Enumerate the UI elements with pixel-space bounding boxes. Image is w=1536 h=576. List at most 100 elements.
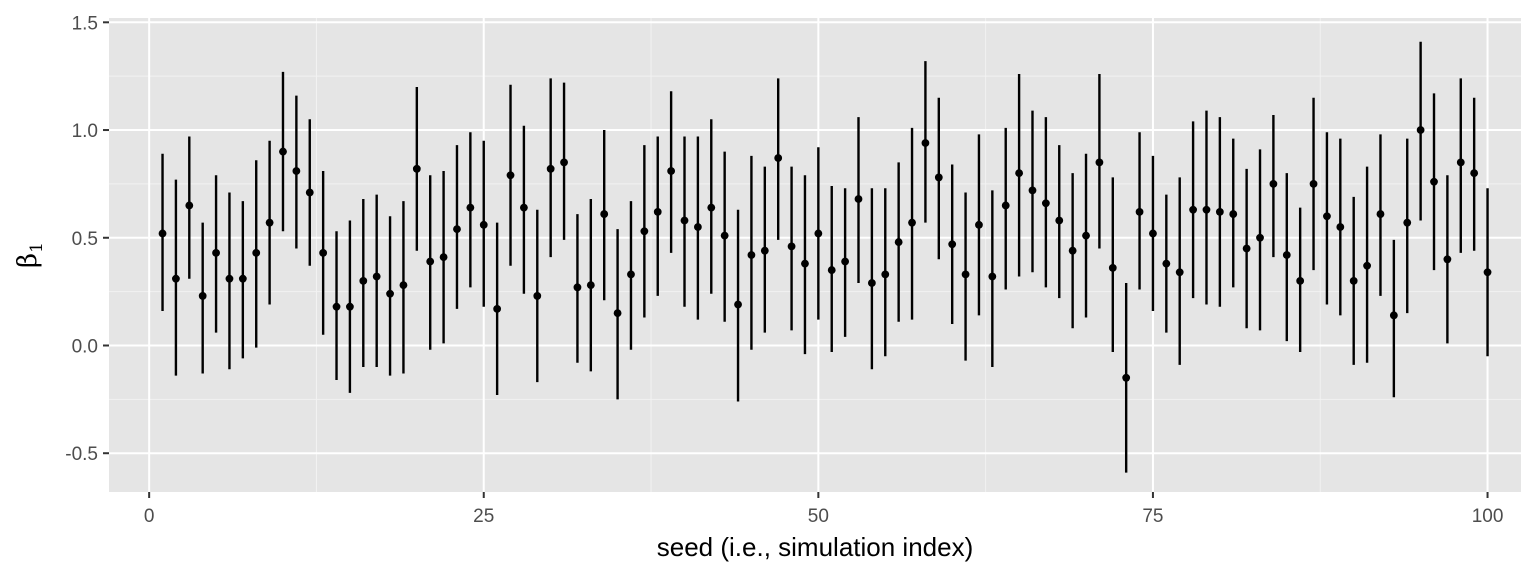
data-point <box>948 240 957 249</box>
data-point <box>493 304 502 313</box>
data-point <box>747 251 756 259</box>
data-point <box>867 279 876 287</box>
data-point <box>734 300 742 309</box>
x-tick-label: 75 <box>1142 506 1163 527</box>
data-point <box>1296 276 1305 285</box>
data-point <box>1470 169 1479 178</box>
data-point <box>1001 201 1010 210</box>
x-tick-label: 25 <box>473 506 494 527</box>
data-point <box>346 302 354 311</box>
data-point <box>1309 180 1318 188</box>
data-point <box>1389 311 1398 320</box>
data-point <box>707 203 716 212</box>
data-point <box>975 220 983 229</box>
data-point <box>279 147 287 156</box>
data-point <box>560 158 568 167</box>
data-point <box>586 281 595 290</box>
data-point <box>1215 208 1224 216</box>
data-point <box>961 270 970 279</box>
data-point <box>814 229 823 238</box>
data-point <box>533 292 542 300</box>
data-point <box>1189 205 1197 214</box>
y-tick-label: 1.0 <box>72 121 98 142</box>
data-point <box>1323 212 1331 221</box>
data-point <box>1149 229 1157 238</box>
data-point <box>466 203 475 212</box>
data-point <box>546 164 555 173</box>
data-point <box>827 266 836 274</box>
data-point <box>1256 233 1264 242</box>
data-point <box>412 164 421 173</box>
x-tick-label: 100 <box>1472 506 1504 527</box>
y-tick-label: -0.5 <box>65 444 98 465</box>
data-point <box>1376 210 1385 218</box>
data-point <box>158 229 167 238</box>
data-point <box>774 154 783 162</box>
y-axis-title-subscript: 1 <box>27 242 47 253</box>
data-point <box>1242 244 1251 253</box>
data-point <box>760 246 769 255</box>
data-point <box>439 253 448 262</box>
data-point <box>720 231 729 240</box>
data-point <box>1202 205 1211 214</box>
x-tick-label: 0 <box>144 506 155 527</box>
data-point <box>1282 251 1291 259</box>
data-point <box>1082 231 1090 240</box>
data-point <box>667 167 676 175</box>
data-point <box>1015 169 1024 178</box>
data-point <box>1430 177 1438 186</box>
data-point <box>332 302 341 311</box>
y-axis-title: β1 <box>13 242 47 268</box>
data-point <box>1443 255 1452 264</box>
data-point <box>1135 208 1144 216</box>
data-point <box>1403 218 1412 227</box>
x-tick-label: 50 <box>808 506 829 527</box>
data-point <box>627 270 635 279</box>
data-point <box>185 201 194 210</box>
data-point <box>854 195 863 203</box>
data-point <box>1483 268 1492 277</box>
data-point <box>921 139 930 147</box>
data-point <box>1068 246 1077 255</box>
y-axis-title-base: β <box>13 253 43 268</box>
data-point <box>908 218 916 227</box>
data-point <box>988 272 997 281</box>
data-point <box>1229 210 1238 218</box>
data-point <box>453 225 461 234</box>
data-point <box>520 203 528 212</box>
data-point <box>319 248 328 257</box>
data-point <box>359 276 368 285</box>
y-tick-label: 1.5 <box>72 13 98 34</box>
data-point <box>386 289 394 298</box>
data-point <box>894 238 903 246</box>
data-point <box>426 257 435 266</box>
data-point <box>653 208 662 216</box>
data-point <box>573 283 582 292</box>
data-point <box>225 274 234 283</box>
data-point <box>600 210 609 218</box>
data-point <box>787 242 796 251</box>
data-point <box>1363 261 1371 270</box>
data-point <box>292 167 301 175</box>
data-point <box>198 292 207 300</box>
data-point <box>1041 199 1050 208</box>
data-point <box>1349 276 1358 285</box>
data-point <box>613 309 622 318</box>
data-point <box>265 218 274 227</box>
axes: 0 25 50 75 100 -0.5 0.0 0.5 1.0 1.5 <box>65 13 1503 527</box>
data-point <box>1456 158 1465 167</box>
data-point <box>1122 373 1131 382</box>
data-point <box>479 220 488 229</box>
data-point <box>1175 268 1184 277</box>
data-point <box>399 281 408 290</box>
data-point <box>680 216 689 225</box>
data-point <box>1416 126 1425 134</box>
data-point <box>305 188 314 197</box>
data-point <box>1108 264 1117 272</box>
data-point <box>1269 180 1278 188</box>
data-point <box>252 248 261 257</box>
x-axis-title: seed (i.e., simulation index) <box>657 532 973 562</box>
data-point <box>1095 158 1104 167</box>
data-point <box>172 274 180 283</box>
